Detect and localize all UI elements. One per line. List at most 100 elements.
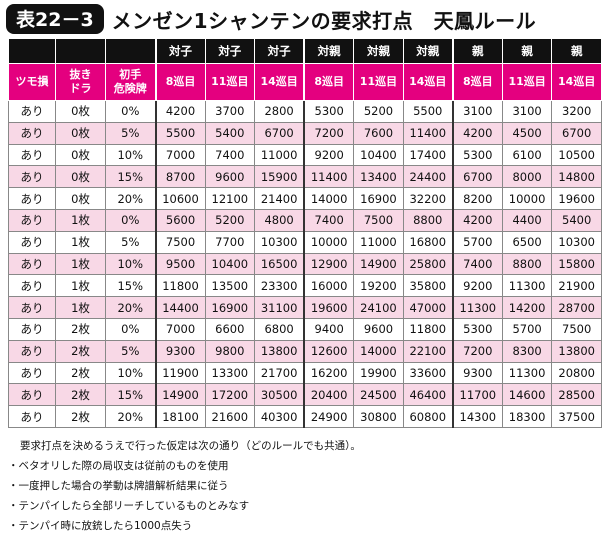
note-line: ・ベタオリした際の局収支は従前のものを使用	[8, 460, 229, 472]
table-cell: 20800	[551, 361, 602, 385]
table-cell: 11300	[451, 296, 503, 319]
group-header: 対親	[402, 38, 454, 64]
table-cell: 1枚	[55, 230, 106, 254]
column-header: 14巡目	[254, 63, 305, 101]
table-cell: 7200	[451, 339, 503, 363]
table-cell: 21700	[254, 361, 305, 385]
group-header: 対親	[303, 38, 355, 64]
group-header: 対親	[353, 38, 404, 64]
table-cell: 0枚	[55, 187, 106, 210]
table-cell: 37500	[551, 405, 602, 428]
table-cell: 33600	[402, 361, 454, 385]
column-header: 8巡目	[303, 63, 355, 101]
table-cell: 6500	[501, 230, 553, 254]
group-header: 対子	[254, 38, 305, 64]
table-cell: 7500	[353, 208, 404, 232]
table-cell: 7000	[154, 143, 206, 167]
table-cell: 13400	[353, 165, 404, 189]
table-cell: 5%	[105, 339, 156, 363]
table-cell: 5300	[303, 100, 355, 123]
table-cell: 20400	[303, 383, 355, 407]
table-cell: 4200	[451, 121, 503, 145]
table-cell: 15%	[105, 383, 156, 407]
table-cell: 23300	[254, 274, 305, 298]
table-cell: 5500	[402, 100, 454, 123]
table-cell: 3200	[551, 100, 602, 123]
table-cell: あり	[8, 361, 56, 385]
table-cell: 7500	[154, 230, 206, 254]
table-cell: 19900	[353, 361, 404, 385]
table-row: あり 0枚 0% 4200 3700 2800 5300 5200 5500 3100 3100 32…	[8, 100, 602, 123]
table-cell: あり	[8, 121, 56, 145]
column-header: 14巡目	[402, 63, 454, 101]
column-header: 初手 危険牌	[105, 63, 156, 101]
table-cell: 8000	[501, 165, 553, 189]
table-cell: 5%	[105, 121, 156, 145]
table-cell: 2枚	[55, 317, 106, 341]
table-cell: 1枚	[55, 296, 106, 319]
table-cell: 20%	[105, 405, 156, 428]
table-cell: 9800	[204, 339, 256, 363]
table-cell: 7600	[353, 121, 404, 145]
table-cell: 9200	[303, 143, 355, 167]
table-cell: 9300	[154, 339, 206, 363]
table-cell: あり	[8, 208, 56, 232]
table-cell: 0%	[105, 317, 156, 341]
notes: 要求打点を決めるうえで行った仮定は次の通り（どのルールでも共通）。 ・ベタオリした…	[8, 436, 361, 536]
table-cell: 6800	[254, 317, 305, 341]
table-cell: 10300	[254, 230, 305, 254]
column-header: 8巡目	[451, 63, 503, 101]
title: メンゼン1シャンテンの要求打点 天鳳ルール	[111, 8, 537, 33]
table-cell: 8200	[451, 187, 503, 210]
table-row: あり 1枚 0% 5600 5200 4800 7400 7500 8800 4200 4400 54…	[8, 208, 602, 232]
table-cell: 14400	[154, 296, 206, 319]
table-number: 表22－3	[6, 4, 104, 34]
table-cell: 7500	[551, 317, 602, 341]
table-cell: 20%	[105, 296, 156, 319]
table-row: あり 2枚 5% 9300 9800 13800 12600 14000 22100 7200 83…	[8, 339, 602, 363]
table-cell: あり	[8, 100, 56, 123]
table-row: あり 0枚 5% 5500 5400 6700 7200 7600 11400 4200 4500 6…	[8, 121, 602, 145]
table-cell: 10000	[303, 230, 355, 254]
table-cell: 10%	[105, 143, 156, 167]
table-cell: 5600	[154, 208, 206, 232]
table-cell: 1枚	[55, 208, 106, 232]
table-cell: 5300	[451, 317, 503, 341]
table-cell: 16900	[204, 296, 256, 319]
table-cell: 16800	[402, 230, 454, 254]
table-cell: あり	[8, 143, 56, 167]
table-cell: 30500	[254, 383, 305, 407]
table-cell: 14200	[501, 296, 553, 319]
table-cell: 4500	[501, 121, 553, 145]
table-cell: 17400	[402, 143, 454, 167]
table-cell: 32200	[402, 187, 454, 210]
table-cell: 0%	[105, 100, 156, 123]
table-cell: 11000	[353, 230, 404, 254]
group-header	[8, 38, 56, 64]
table-head: 対子 対子 対子 対親 対親 対親親親親 ツモ損 抜き ドラ 初手 危険牌 8巡目 11巡目 14巡…	[8, 38, 602, 101]
table-cell: 4400	[501, 208, 553, 232]
table-cell: 19200	[353, 274, 404, 298]
group-header	[55, 38, 106, 64]
table-cell: あり	[8, 274, 56, 298]
table-cell: 2枚	[55, 383, 106, 407]
table-cell: 9600	[353, 317, 404, 341]
table-cell: あり	[8, 405, 56, 428]
table-row: あり 0枚 15% 8700 9600 15900 11400 13400 24400 6700 8…	[8, 165, 602, 189]
table-cell: 5%	[105, 230, 156, 254]
table-cell: 10300	[551, 230, 602, 254]
group-header: 対子	[204, 38, 256, 64]
table-cell: 21400	[254, 187, 305, 210]
table-cell: 5200	[204, 208, 256, 232]
table-cell: 6700	[551, 121, 602, 145]
table-cell: 1枚	[55, 252, 106, 276]
table-cell: 8700	[154, 165, 206, 189]
group-header: 対子	[154, 38, 206, 64]
table-cell: 3100	[451, 100, 503, 123]
table-cell: 15900	[254, 165, 305, 189]
table-cell: 11400	[402, 121, 454, 145]
note-line: ・テンパイ時に放銃したら1000点失う	[8, 520, 193, 532]
table-cell: 9300	[451, 361, 503, 385]
table-cell: 6700	[451, 165, 503, 189]
